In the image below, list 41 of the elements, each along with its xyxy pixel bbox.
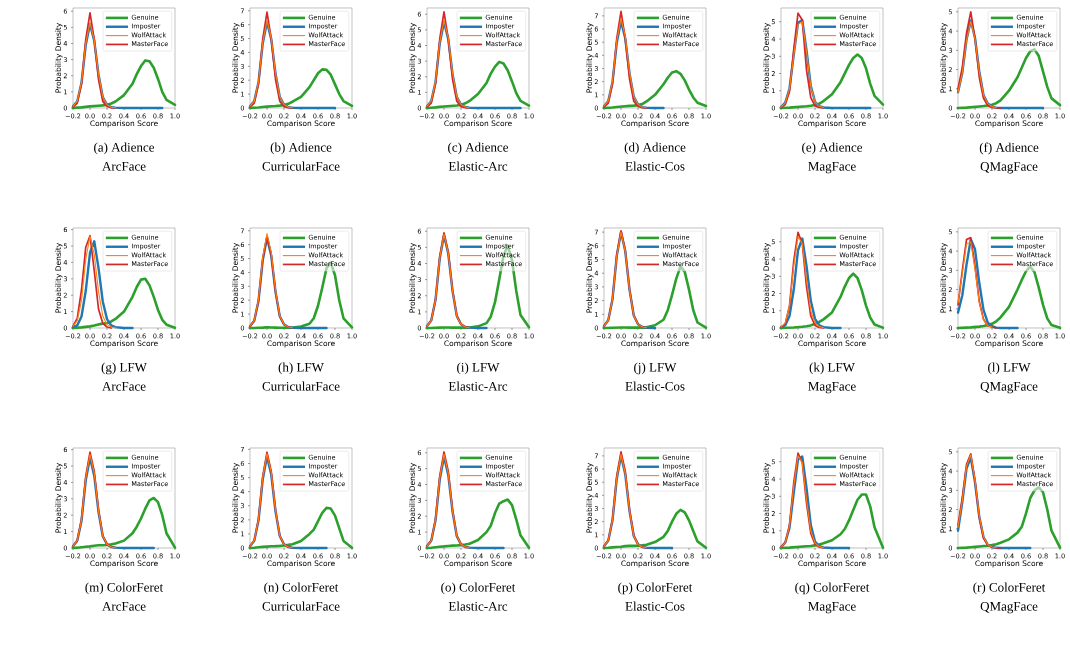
text: (q) ColorFeret (795, 582, 870, 595)
text: ArcFace (102, 161, 146, 171)
text: QMagFace (980, 381, 1038, 394)
text: (r) ColorFeret (973, 582, 1046, 595)
text: Elastic-Arc (448, 601, 508, 611)
text: (f) Adience (979, 142, 1039, 155)
text: (d) Adience (624, 142, 686, 155)
text: (h) LFW (278, 362, 324, 375)
text: CurricularFace (262, 381, 340, 391)
text: Elastic-Cos (625, 601, 685, 611)
text: QMagFace (980, 162, 1038, 174)
text: (o) ColorFeret (441, 582, 516, 595)
line-series (602, 508, 708, 550)
text: (a) Adience (94, 142, 155, 155)
line-series (957, 20, 997, 109)
text: MagFace (808, 382, 856, 394)
text: (b) Adience (270, 142, 332, 155)
text: ArcFace (102, 601, 146, 611)
text: (j) LFW (634, 362, 677, 375)
text: (m) ColorFeret (85, 582, 164, 595)
line-series (71, 496, 177, 550)
text: (p) ColorFeret (618, 582, 693, 595)
line-series (957, 10, 1002, 109)
text: ArcFace (102, 381, 146, 391)
text: Elastic-Arc (448, 161, 508, 171)
text: MagFace (808, 602, 856, 614)
text: (g) LFW (101, 362, 147, 375)
text: (l) LFW (988, 362, 1031, 375)
text: (c) Adience (448, 142, 509, 155)
text: (k) LFW (809, 362, 855, 375)
text: MagFace (808, 162, 856, 174)
line-series (602, 230, 657, 330)
text: (e) Adience (802, 142, 863, 155)
text: CurricularFace (262, 601, 340, 611)
text: CurricularFace (262, 161, 340, 171)
text: QMagFace (980, 601, 1038, 614)
text: Elastic-Cos (625, 161, 685, 171)
text: (i) LFW (457, 362, 500, 375)
text: Elastic-Arc (448, 381, 508, 391)
text: Elastic-Cos (625, 381, 685, 391)
text: (n) ColorFeret (264, 582, 339, 595)
